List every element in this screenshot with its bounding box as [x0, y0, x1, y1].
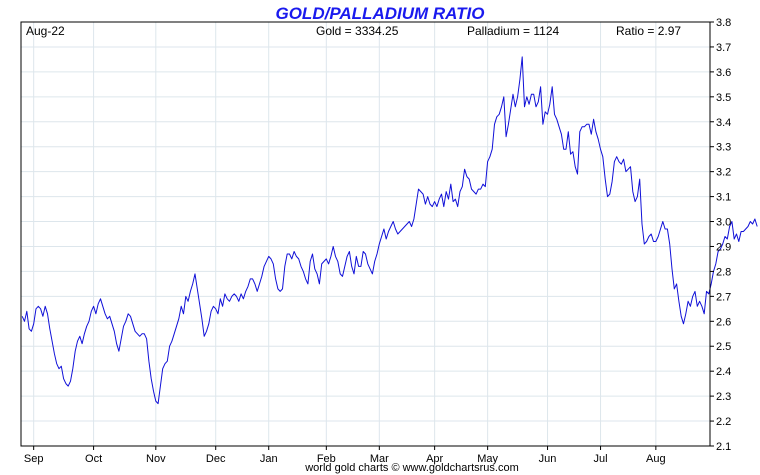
x-tick-label-dec: Dec — [206, 453, 226, 465]
y-tick-label: 2.1 — [716, 441, 731, 453]
y-tick-label: 2.6 — [716, 316, 731, 328]
x-tick-label-may: May — [477, 453, 498, 465]
y-tick-label: 2.5 — [716, 341, 731, 353]
plot-frame — [20, 21, 711, 447]
y-tick-label: 2.9 — [716, 241, 731, 253]
y-tick-label: 3.6 — [716, 67, 731, 79]
y-tick-label: 3.0 — [716, 217, 731, 229]
x-tick-label-mar: Mar — [370, 453, 389, 465]
y-tick-label: 3.5 — [716, 92, 731, 104]
x-tick-label-jan: Jan — [260, 453, 278, 465]
y-tick-label: 2.2 — [716, 416, 731, 428]
y-tick-label: 3.3 — [716, 142, 731, 154]
y-tick-label: 3.1 — [716, 192, 731, 204]
y-tick-label: 2.4 — [716, 366, 731, 378]
y-tick-label: 2.8 — [716, 266, 731, 278]
x-tick-label-jun: Jun — [539, 453, 557, 465]
y-tick-label: 3.8 — [716, 17, 731, 29]
palladium-price-label: Palladium = 1124 — [467, 24, 560, 38]
x-tick-label-aug: Aug — [646, 453, 666, 465]
gold-price-label: Gold = 3334.25 — [316, 24, 399, 38]
period-label: Aug-22 — [26, 24, 65, 38]
x-tick-label-jul: Jul — [594, 453, 608, 465]
y-tick-label: 3.7 — [716, 42, 731, 54]
ratio-value-label: Ratio = 2.97 — [616, 24, 681, 38]
chart-title: GOLD/PALLADIUM RATIO — [275, 4, 484, 23]
x-tick-label-apr: Apr — [426, 453, 443, 465]
x-axis: Sep Oct Nov Dec Jan Feb Mar Apr May Jun Jul Aug — [24, 446, 666, 465]
x-tick-label-sep: Sep — [24, 453, 44, 465]
x-tick-label-oct: Oct — [85, 453, 102, 465]
source-credit: world gold charts © www.goldchartsrus.co… — [304, 462, 519, 474]
y-axis: 2.1 2.2 2.3 2.4 2.5 2.6 2.7 2.8 2.9 3.0 3.1 3.2 3.3 3… — [710, 17, 731, 453]
x-tick-label-nov: Nov — [146, 453, 166, 465]
y-tick-label: 2.3 — [716, 391, 731, 403]
y-tick-label: 2.7 — [716, 291, 731, 303]
x-tick-label-feb: Feb — [317, 453, 336, 465]
y-tick-label: 3.4 — [716, 117, 731, 129]
series-line-gold-palladium-ratio — [21, 56, 758, 405]
y-tick-label: 3.2 — [716, 167, 731, 179]
